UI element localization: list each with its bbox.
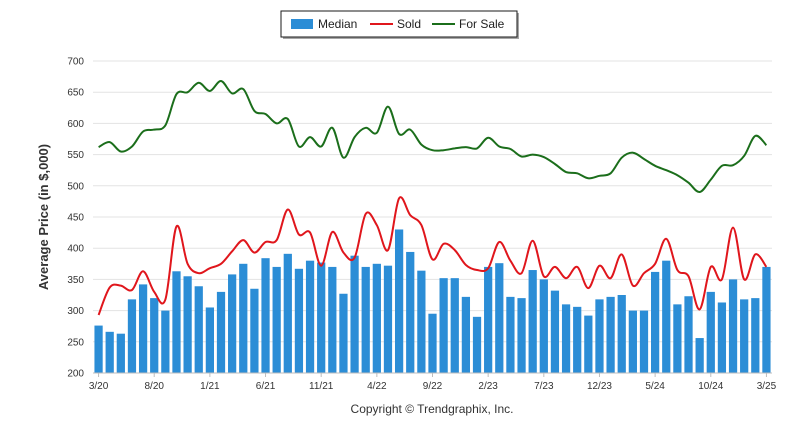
x-tick-label: 11/21 — [309, 381, 334, 392]
x-tick-label: 3/25 — [757, 381, 777, 392]
median-bar — [439, 278, 448, 373]
y-tick-label: 600 — [67, 119, 84, 130]
y-axis-title: Average Price (in $,000) — [36, 144, 51, 290]
median-bar — [261, 258, 270, 373]
y-tick-label: 500 — [67, 181, 84, 192]
median-bar — [495, 263, 504, 373]
price-lines — [97, 80, 768, 316]
median-bar — [628, 310, 637, 373]
median-bar — [250, 288, 259, 373]
median-bar — [561, 304, 571, 373]
median-bar — [361, 266, 370, 373]
median-bar — [317, 262, 326, 373]
median-bar — [350, 255, 359, 373]
median-bar — [428, 313, 437, 373]
median-bar — [450, 278, 459, 373]
median-bar — [406, 251, 415, 373]
x-tick-label: 4/22 — [367, 381, 387, 392]
median-bar — [228, 274, 237, 373]
median-bar — [239, 263, 248, 373]
median-bar — [740, 299, 749, 373]
median-bar — [762, 266, 771, 373]
median-bar — [372, 263, 381, 373]
median-bar — [673, 304, 682, 373]
x-tick-label: 12/23 — [587, 381, 612, 392]
median-bar — [105, 331, 114, 373]
median-bar — [684, 296, 693, 373]
y-tick-label: 450 — [67, 213, 84, 224]
legend-median-label: Median — [318, 17, 357, 31]
median-bar — [528, 270, 537, 373]
median-bar — [606, 296, 615, 373]
y-tick-label: 300 — [67, 306, 84, 317]
median-bar — [194, 286, 203, 373]
median-bar — [517, 298, 526, 373]
median-bar — [573, 306, 582, 373]
median-bar — [305, 260, 315, 373]
y-tick-label: 650 — [67, 88, 84, 99]
y-axis: 200 250 300 350 400 450 500 550 600 650 700 — [67, 57, 84, 380]
x-tick-label: 2/23 — [478, 381, 498, 392]
x-tick-label: 9/22 — [423, 381, 443, 392]
median-bar — [417, 270, 426, 373]
median-bar — [183, 276, 192, 373]
median-bar — [172, 271, 181, 373]
median-bar — [205, 307, 214, 373]
median-bar — [94, 325, 103, 373]
median-bars — [94, 229, 771, 373]
median-bar — [216, 291, 226, 373]
median-bar — [706, 291, 715, 373]
median-bar — [751, 298, 760, 373]
median-bar — [339, 293, 348, 373]
median-bar — [461, 296, 471, 373]
median-bar — [272, 266, 281, 373]
y-tick-label: 350 — [67, 275, 84, 286]
y-tick-label: 400 — [67, 244, 84, 255]
median-bar — [651, 271, 660, 373]
median-bar — [662, 260, 671, 373]
x-tick-label: 1/21 — [200, 381, 220, 392]
median-bar — [138, 284, 148, 373]
median-bar — [484, 266, 493, 373]
legend: Median Sold For Sale — [280, 10, 519, 39]
median-bar — [728, 279, 738, 373]
median-bar — [283, 253, 292, 373]
median-bar — [695, 338, 704, 373]
median-bar — [161, 310, 170, 373]
median-bar — [595, 299, 604, 373]
median-bar — [328, 266, 337, 373]
for-sale-line — [98, 80, 768, 193]
y-tick-label: 200 — [67, 369, 84, 380]
legend-median-swatch — [291, 19, 313, 29]
median-bar — [150, 298, 159, 373]
median-bar — [383, 265, 393, 373]
median-bar — [584, 315, 593, 373]
x-tick-label: 5/24 — [645, 381, 665, 392]
median-bar — [116, 333, 125, 373]
x-tick-label: 3/20 — [89, 381, 109, 392]
y-tick-label: 250 — [67, 337, 84, 348]
copyright-text: Copyright © Trendgraphix, Inc. — [351, 402, 514, 416]
x-tick-label: 10/24 — [698, 381, 723, 392]
median-bar — [472, 316, 482, 373]
median-bar — [550, 290, 560, 373]
median-bar — [717, 302, 727, 373]
sold-line — [97, 196, 768, 316]
legend-sold-label: Sold — [397, 17, 421, 31]
legend-forsale-label: For Sale — [459, 17, 505, 31]
median-bar — [294, 268, 304, 373]
x-tick-label: 6/21 — [256, 381, 276, 392]
median-bar — [639, 310, 649, 373]
x-tick-label: 8/20 — [144, 381, 164, 392]
median-bar — [506, 296, 515, 373]
y-tick-label: 700 — [67, 57, 84, 68]
median-bar — [394, 229, 404, 373]
x-axis: 3/20 8/20 1/21 6/21 11/21 4/22 9/22 2/23 7/23 12/… — [89, 372, 777, 392]
y-tick-label: 550 — [67, 150, 84, 161]
median-bar — [617, 295, 626, 373]
x-tick-label: 7/23 — [534, 381, 554, 392]
median-bar — [127, 299, 137, 373]
median-bar — [539, 279, 548, 373]
